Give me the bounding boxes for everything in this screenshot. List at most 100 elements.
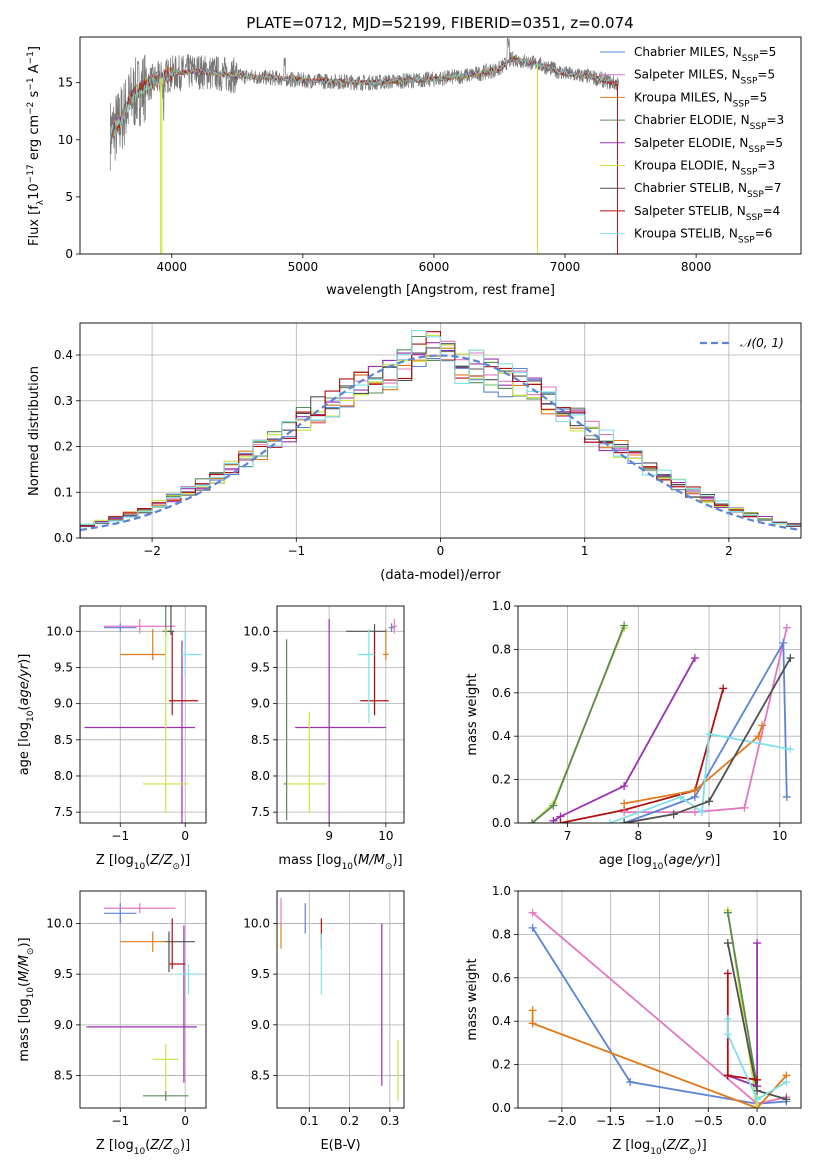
series-point: [626, 1077, 635, 1086]
y-tick-label: 9.5: [251, 967, 270, 981]
series-line-8: [726, 1019, 787, 1101]
x-tick-label: −2.0: [547, 1114, 576, 1128]
series-line-5: [623, 639, 788, 823]
y-tick-label: 15: [58, 76, 73, 90]
series-point: [753, 939, 762, 948]
spectrum-plot-area: [109, 38, 619, 254]
x-tick-label: 0.3: [380, 1114, 399, 1128]
x-tick-label: −2: [143, 544, 161, 558]
age_vs_mass-axes: 9 10 7.5 8.0 8.5 9.0 9.5 10.0 mass [log10(M/M⊙)]: [243, 605, 405, 872]
age_vs_Z-plot-area: [84, 606, 202, 823]
y-tick-label: 0.0: [54, 531, 73, 545]
legend-entry: Chabrier STELIB, NSSP=7: [634, 181, 782, 200]
x-tick-label: −0.5: [694, 1114, 723, 1128]
legend-entry: Kroupa ELODIE, NSSP=3: [634, 159, 775, 178]
residuals-plot-area: [80, 330, 801, 538]
series-point: [620, 782, 629, 791]
y-tick-label: 8.0: [251, 769, 270, 783]
series-line-0: [531, 627, 625, 823]
x-tick-label: 1: [581, 544, 589, 558]
series-point: [723, 969, 732, 978]
y-axis-label: mass weight: [465, 958, 480, 1040]
series-line-4: [624, 627, 788, 813]
x-tick-label: 7000: [550, 260, 581, 274]
y-tick-label: 7.5: [251, 805, 270, 819]
axes-frame: [276, 605, 405, 824]
y-tick-label: 9.5: [251, 660, 270, 674]
mass_vs_ebv-axes: 0.1 0.2 0.3 8.5 9.0 9.5 10.0 E(B-V): [243, 890, 405, 1153]
legend-entry: Chabrier ELODIE, NSSP=3: [634, 113, 784, 132]
series-point: [690, 786, 699, 795]
y-tick-label: 10.0: [243, 624, 270, 638]
y-axis-label: mass [log10(M/M⊙)]: [17, 937, 36, 1061]
y-tick-label: 0.4: [492, 1014, 511, 1028]
series-point: [620, 621, 629, 630]
series-point: [753, 1104, 762, 1108]
y-tick-label: 0.6: [492, 971, 511, 985]
series-line-8: [623, 657, 792, 823]
x-tick-label: −1.0: [645, 1114, 674, 1128]
series-point: [676, 792, 685, 801]
series-point: [753, 1075, 762, 1084]
x-axis-label: Z [log10(Z/Z⊙)]: [96, 853, 190, 872]
legend-entry: Salpeter MILES, NSSP=5: [634, 68, 775, 87]
y-tick-label: 0.6: [492, 686, 511, 700]
y-tick-label: 0.2: [492, 773, 511, 787]
mass_vs_ebv-plot-area: [280, 898, 399, 1101]
series-point: [549, 801, 558, 810]
series-point: [786, 745, 795, 754]
x-axis-label: mass [log10(M/M⊙)]: [278, 853, 402, 872]
x-tick-label: 7: [564, 829, 572, 843]
series-point: [705, 797, 714, 806]
series-point: [723, 1071, 732, 1080]
series-point: [549, 816, 558, 823]
mass_vs_Z-axes: −1 0 8.5 9.0 9.5 10.0 Z [log10(Z/Z⊙)] mass [log…: [17, 890, 207, 1157]
x-tick-label: 10: [378, 829, 393, 843]
axes-frame: [79, 36, 802, 255]
y-tick-label: 8.0: [54, 769, 73, 783]
y-tick-label: 0.0: [492, 816, 511, 830]
series-point: [528, 923, 537, 932]
normal-curve: [80, 354, 801, 532]
x-tick-label: 0.2: [340, 1114, 359, 1128]
x-tick-label: 0.0: [748, 1114, 767, 1128]
series-point: [753, 1095, 762, 1104]
series-line-0: [531, 927, 787, 1105]
x-tick-label: 0: [181, 829, 189, 843]
series-point: [528, 1006, 537, 1015]
legend-entry-normal: 𝒩(0, 1): [740, 336, 784, 350]
y-tick-label: 0.8: [492, 927, 511, 941]
x-tick-label: 0.1: [300, 1114, 319, 1128]
observed-spectrum: [109, 38, 619, 171]
axes-frame: [276, 890, 405, 1109]
series-point: [723, 908, 732, 917]
series-point: [723, 1015, 732, 1024]
legend-entry: Salpeter ELODIE, NSSP=5: [634, 136, 783, 155]
y-tick-label: 9.0: [54, 1018, 73, 1032]
x-axis-label: Z [log10(Z/Z⊙)]: [612, 1138, 706, 1157]
series-line-6: [623, 725, 763, 805]
x-axis-label: (data-model)/error: [380, 568, 501, 583]
x-tick-label: 2: [725, 544, 733, 558]
series-line-2: [531, 1010, 788, 1108]
series-line-7: [609, 732, 791, 823]
series-point: [528, 819, 537, 823]
x-axis-label: wavelength [Angstrom, rest frame]: [326, 283, 555, 298]
y-tick-label: 10.0: [243, 916, 270, 930]
x-tick-label: 5000: [288, 260, 319, 274]
series-point: [690, 808, 699, 817]
series-point: [782, 623, 791, 632]
series-point: [786, 654, 795, 663]
y-tick-label: 9.0: [251, 1018, 270, 1032]
series-point: [697, 808, 706, 817]
model-spectrum-7: [110, 55, 619, 139]
x-tick-label: −1: [111, 829, 129, 843]
x-axis-label: Z [log10(Z/Z⊙)]: [96, 1138, 190, 1157]
residuals-axes: −2 −1 0 1 2 0.0 0.1 0.2 0.3 0.4 𝒩(0, 1) (data-model…: [27, 322, 802, 583]
y-tick-label: 0.2: [492, 1058, 511, 1072]
y-tick-label: 8.5: [251, 1069, 270, 1083]
series-point: [556, 819, 565, 823]
weight_vs_Z-plot-area: [528, 906, 791, 1108]
y-tick-label: 0.4: [54, 348, 73, 362]
